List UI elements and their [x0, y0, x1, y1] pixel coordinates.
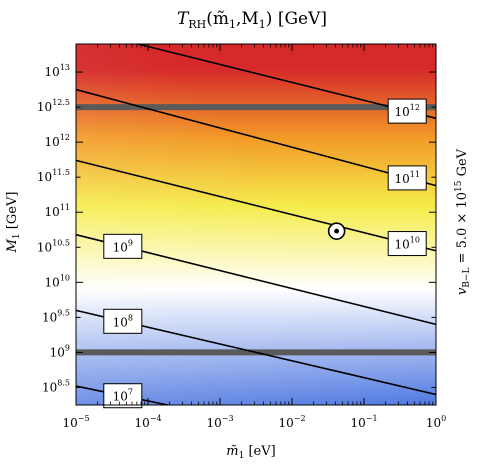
y-tick-label: 1013 — [45, 63, 70, 79]
contour-label-7: 107 — [103, 383, 143, 409]
contour-label-12: 1012 — [387, 98, 427, 124]
y-axis-label: M1 [GeV] — [5, 192, 22, 254]
title-args: (m̃ — [206, 9, 229, 29]
title-sub: RH — [188, 18, 206, 31]
side-main: v — [455, 287, 470, 295]
title-main: T — [177, 9, 190, 29]
y-tick-label: 108.5 — [42, 378, 70, 394]
contour-label-8: 108 — [103, 308, 143, 334]
x-tick-label: 10−4 — [134, 414, 161, 430]
svg-text:107: 107 — [113, 388, 133, 404]
x-tick-label: 100 — [426, 414, 446, 430]
ylabel-rest: [GeV] — [5, 192, 20, 234]
contour-label-11: 1011 — [387, 165, 427, 191]
ylabel-main: M — [5, 238, 20, 253]
side-end: GeV — [455, 148, 470, 180]
y-tick-label: 109.5 — [42, 308, 70, 324]
x-axis-label: m̃1 [eV] — [226, 444, 275, 461]
x-tick-label: 10−2 — [278, 414, 305, 430]
xlabel-rest: [eV] — [244, 444, 275, 459]
y-tick-label: 1011.5 — [37, 168, 70, 184]
y-tick-label: 1012 — [45, 133, 70, 149]
chart-title: TRH(m̃1,M1) [GeV] — [177, 9, 327, 31]
y-tick-label: 109 — [50, 343, 70, 359]
plot-area — [76, 44, 436, 405]
title-args-sub: 1 — [229, 18, 236, 31]
title-args-sub2: 1 — [259, 18, 266, 31]
xlabel-main: m̃ — [226, 444, 238, 459]
y-tick-label: 1010 — [45, 273, 70, 289]
contour-line-11 — [75, 88, 437, 187]
side-sub: B−L — [462, 268, 472, 288]
y-tick-label: 1012.5 — [37, 98, 70, 114]
svg-text:1011: 1011 — [394, 170, 419, 186]
contour-line-12 — [137, 43, 437, 120]
x-tick-label: 10−3 — [206, 414, 233, 430]
ylabel-sub: 1 — [12, 233, 22, 239]
side-rest: = 5.0 × 10 — [455, 192, 470, 268]
svg-text:109: 109 — [113, 238, 133, 254]
side-sup: 15 — [454, 180, 464, 192]
contour-label-9: 109 — [103, 233, 143, 259]
svg-text:1010: 1010 — [394, 236, 419, 252]
svg-text:108: 108 — [113, 313, 133, 329]
side-label: vB−L = 5.0 × 1015 GeV — [454, 148, 472, 295]
y-tick-label: 1010.5 — [37, 238, 70, 254]
plot-frame — [75, 43, 437, 406]
benchmark-marker — [327, 222, 346, 240]
x-tick-label: 10−1 — [350, 414, 377, 430]
svg-text:1012: 1012 — [394, 103, 419, 119]
title-args-end: ) [GeV] — [266, 9, 327, 29]
contour-label-10: 1010 — [387, 231, 427, 257]
title-args-mid: ,M — [236, 9, 259, 29]
y-tick-label: 1011 — [45, 203, 70, 219]
xlabel-sub: 1 — [239, 451, 245, 461]
x-tick-label: 10−5 — [62, 414, 89, 430]
contour-line-10 — [75, 159, 437, 252]
